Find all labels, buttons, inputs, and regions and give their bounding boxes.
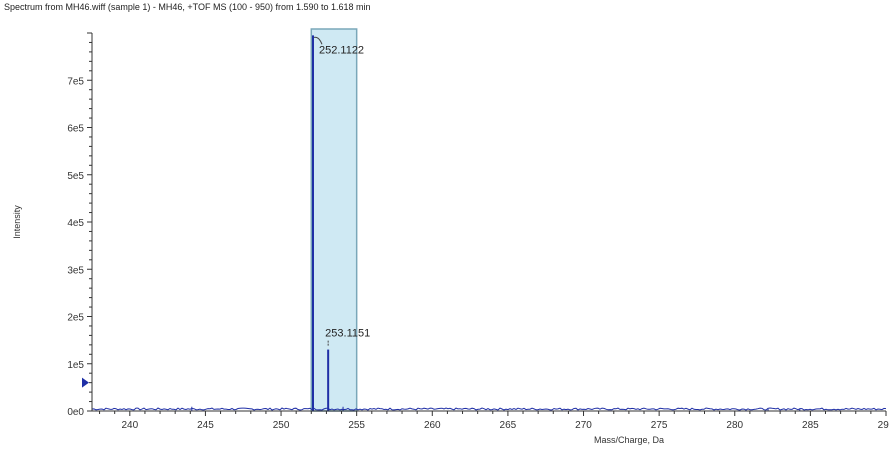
y-tick-label: 3e5 (67, 265, 84, 276)
baseline-noise (92, 408, 886, 410)
axes (92, 33, 886, 411)
y-axis-label: Intensity (12, 205, 22, 239)
y-tick-label: 4e5 (67, 218, 84, 229)
x-ticks: 240 245 250 255 260 265 270 275 280 285 290 (100, 411, 889, 431)
peak-label: 253.1151 (325, 328, 370, 340)
selected-mass-range[interactable] (311, 29, 356, 411)
x-tick-label: 275 (651, 420, 668, 431)
y-tick-label: 7e5 (67, 76, 84, 87)
x-tick-label: 245 (197, 420, 214, 431)
x-tick-label: 290 (878, 420, 889, 431)
x-tick-label: 270 (575, 420, 592, 431)
spectrum-series (92, 35, 886, 411)
x-tick-label: 265 (500, 420, 517, 431)
x-tick-label: 260 (424, 420, 441, 431)
peak-label: 252.1122 (319, 44, 364, 56)
y-tick-label: 6e5 (67, 124, 84, 135)
x-tick-label: 240 (121, 420, 138, 431)
y-tick-label: 0e0 (67, 407, 84, 418)
y-tick-label: 1e5 (67, 360, 84, 371)
y-tick-label: 2e5 (67, 313, 84, 324)
y-tick-label: 5e5 (67, 171, 84, 182)
x-axis-label: Mass/Charge, Da (594, 435, 664, 445)
x-tick-label: 285 (802, 420, 819, 431)
y-ticks: 0e0 1e5 2e5 3e5 4e5 5e5 6e5 7e5 (67, 33, 92, 418)
x-tick-label: 255 (348, 420, 365, 431)
arrow-marker-icon[interactable] (82, 378, 89, 388)
x-tick-label: 250 (273, 420, 290, 431)
x-tick-label: 280 (726, 420, 743, 431)
